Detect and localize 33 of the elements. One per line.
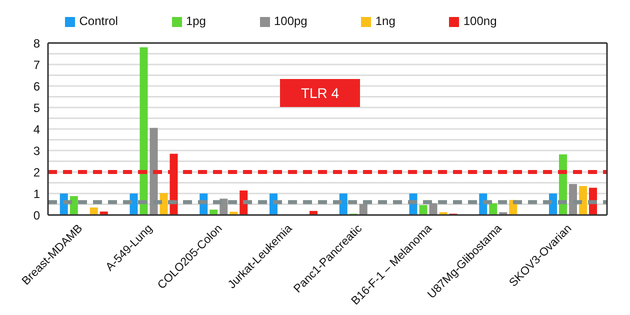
bar bbox=[150, 128, 158, 215]
bar bbox=[220, 198, 228, 215]
y-tick-label: 0 bbox=[33, 208, 40, 222]
bar bbox=[429, 203, 438, 215]
bar bbox=[419, 205, 428, 215]
y-tick-label: 5 bbox=[33, 100, 40, 115]
legend-label: 100ng bbox=[463, 14, 497, 28]
bar bbox=[339, 194, 348, 215]
text: TLR 4 bbox=[280, 79, 360, 107]
bar bbox=[569, 184, 578, 215]
bar bbox=[439, 212, 448, 215]
y-tick-label: 2 bbox=[33, 165, 40, 180]
legend-label: 100pg bbox=[274, 14, 308, 28]
y-tick-label: 1 bbox=[33, 186, 40, 201]
bar bbox=[489, 203, 498, 215]
bar bbox=[70, 196, 78, 215]
bar bbox=[140, 47, 148, 215]
y-tick-label: 7 bbox=[33, 58, 40, 72]
bar bbox=[90, 207, 98, 215]
legend-label: 1ng bbox=[375, 14, 396, 28]
y-tick-label: 6 bbox=[33, 79, 40, 94]
bar bbox=[359, 204, 368, 215]
bar bbox=[579, 186, 588, 215]
legend-label: 1pg bbox=[186, 14, 206, 28]
y-tick-label: 8 bbox=[33, 36, 40, 50]
bar bbox=[499, 212, 508, 215]
y-tick-label: 3 bbox=[33, 144, 40, 158]
bar bbox=[130, 194, 138, 215]
bar bbox=[160, 193, 168, 215]
legend-label: Control bbox=[79, 14, 118, 28]
bar bbox=[210, 210, 218, 215]
bar bbox=[549, 194, 558, 215]
y-tick-label: 4 bbox=[33, 122, 40, 136]
